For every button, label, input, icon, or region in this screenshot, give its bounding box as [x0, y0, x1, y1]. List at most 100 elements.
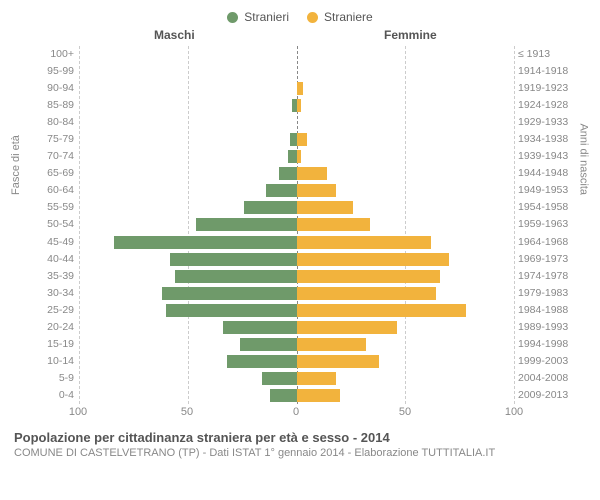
birth-year-label: 1994-1998 [518, 336, 586, 353]
age-row [79, 302, 514, 319]
bar-male [162, 287, 297, 300]
legend-label-male: Stranieri [244, 10, 289, 24]
x-tick-label: 50 [399, 406, 411, 418]
birth-year-label: 2004-2008 [518, 370, 586, 387]
birth-year-label: 2009-2013 [518, 387, 586, 404]
chart-title: Popolazione per cittadinanza straniera p… [14, 430, 586, 445]
age-row [79, 63, 514, 80]
bar-female [297, 304, 467, 317]
header-male: Maschi [154, 28, 195, 42]
bar-female [297, 389, 341, 402]
age-bracket-label: 80-84 [14, 114, 74, 131]
y-left-labels: 100+95-9990-9485-8980-8475-7970-7465-696… [14, 46, 74, 404]
age-bracket-label: 85-89 [14, 97, 74, 114]
age-bracket-label: 100+ [14, 46, 74, 63]
bar-female [297, 167, 327, 180]
bar-male [170, 253, 296, 266]
bar-male [196, 218, 296, 231]
age-bracket-label: 65-69 [14, 165, 74, 182]
age-row [79, 268, 514, 285]
birth-year-label: 1929-1933 [518, 114, 586, 131]
birth-year-label: 1974-1978 [518, 268, 586, 285]
birth-year-label: 1944-1948 [518, 165, 586, 182]
bar-male [166, 304, 297, 317]
plot-area: Fasce di età Anni di nascita 100+95-9990… [14, 46, 586, 424]
birth-year-label: 1959-1963 [518, 216, 586, 233]
bar-female [297, 184, 336, 197]
age-bracket-label: 60-64 [14, 182, 74, 199]
legend-label-female: Straniere [324, 10, 373, 24]
age-row [79, 251, 514, 268]
age-row [79, 114, 514, 131]
age-bracket-label: 5-9 [14, 370, 74, 387]
bar-female [297, 355, 380, 368]
age-row [79, 97, 514, 114]
plot-inner [78, 46, 514, 404]
age-bracket-label: 25-29 [14, 302, 74, 319]
bar-female [297, 218, 371, 231]
age-bracket-label: 40-44 [14, 251, 74, 268]
bar-female [297, 270, 441, 283]
age-bracket-label: 75-79 [14, 131, 74, 148]
age-row [79, 370, 514, 387]
header-female: Femmine [384, 28, 437, 42]
birth-year-label: 1984-1988 [518, 302, 586, 319]
x-tick-label: 0 [293, 406, 299, 418]
bar-male [279, 167, 296, 180]
bar-male [288, 150, 297, 163]
birth-year-label: 1939-1943 [518, 148, 586, 165]
bar-female [297, 99, 301, 112]
birth-year-label: 1999-2003 [518, 353, 586, 370]
legend-swatch-male [227, 12, 238, 23]
age-bracket-label: 10-14 [14, 353, 74, 370]
age-row [79, 46, 514, 63]
bar-female [297, 321, 397, 334]
legend-swatch-female [307, 12, 318, 23]
age-row [79, 319, 514, 336]
birth-year-label: 1989-1993 [518, 319, 586, 336]
bar-female [297, 287, 436, 300]
birth-year-label: 1949-1953 [518, 182, 586, 199]
age-bracket-label: 50-54 [14, 216, 74, 233]
bar-male [175, 270, 297, 283]
bar-male [244, 201, 296, 214]
age-row [79, 234, 514, 251]
column-headers: Maschi Femmine [14, 28, 586, 46]
bar-female [297, 82, 304, 95]
birth-year-label: ≤ 1913 [518, 46, 586, 63]
birth-year-label: 1914-1918 [518, 63, 586, 80]
x-tick-label: 50 [181, 406, 193, 418]
age-row [79, 80, 514, 97]
age-bracket-label: 90-94 [14, 80, 74, 97]
bar-male [262, 372, 297, 385]
age-row [79, 148, 514, 165]
age-row [79, 199, 514, 216]
bar-female [297, 150, 301, 163]
legend-item-female: Straniere [307, 10, 373, 24]
bar-female [297, 372, 336, 385]
age-bracket-label: 70-74 [14, 148, 74, 165]
age-bracket-label: 15-19 [14, 336, 74, 353]
birth-year-label: 1964-1968 [518, 234, 586, 251]
age-row [79, 182, 514, 199]
age-row [79, 216, 514, 233]
legend-item-male: Stranieri [227, 10, 289, 24]
age-bracket-label: 0-4 [14, 387, 74, 404]
age-row [79, 353, 514, 370]
x-tick-label: 100 [505, 406, 523, 418]
bar-male [114, 236, 297, 249]
bar-male [240, 338, 297, 351]
x-axis-ticks: 10050050100 [78, 406, 514, 422]
birth-year-label: 1954-1958 [518, 199, 586, 216]
x-tick-label: 100 [69, 406, 87, 418]
y-right-labels: ≤ 19131914-19181919-19231924-19281929-19… [518, 46, 586, 404]
birth-year-label: 1919-1923 [518, 80, 586, 97]
birth-year-label: 1969-1973 [518, 251, 586, 268]
age-bracket-label: 30-34 [14, 285, 74, 302]
bar-female [297, 201, 354, 214]
bar-male [266, 184, 296, 197]
age-bracket-label: 45-49 [14, 234, 74, 251]
age-bracket-label: 55-59 [14, 199, 74, 216]
birth-year-label: 1924-1928 [518, 97, 586, 114]
birth-year-label: 1979-1983 [518, 285, 586, 302]
